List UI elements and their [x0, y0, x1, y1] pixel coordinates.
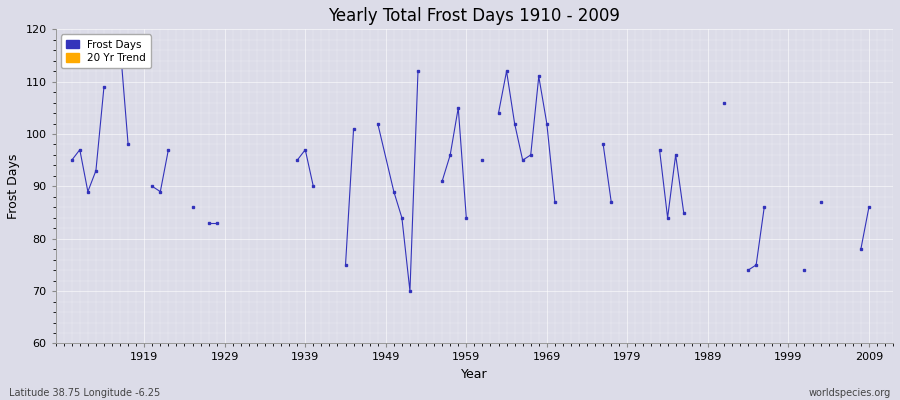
X-axis label: Year: Year [461, 368, 488, 381]
Title: Yearly Total Frost Days 1910 - 2009: Yearly Total Frost Days 1910 - 2009 [328, 7, 620, 25]
Text: worldspecies.org: worldspecies.org [809, 388, 891, 398]
Legend: Frost Days, 20 Yr Trend: Frost Days, 20 Yr Trend [61, 34, 151, 68]
Y-axis label: Frost Days: Frost Days [7, 154, 20, 219]
Text: Latitude 38.75 Longitude -6.25: Latitude 38.75 Longitude -6.25 [9, 388, 160, 398]
